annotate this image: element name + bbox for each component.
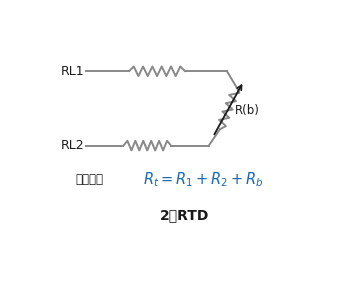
Text: $R_t = R_1 + R_2 + R_b$: $R_t = R_1 + R_2 + R_b$ (143, 170, 264, 189)
Text: RL1: RL1 (61, 65, 84, 78)
Text: RL2: RL2 (61, 139, 84, 152)
Text: R(b): R(b) (235, 104, 260, 117)
Text: 2线RTD: 2线RTD (160, 208, 210, 223)
Text: 测量电阻: 测量电阻 (76, 173, 104, 186)
